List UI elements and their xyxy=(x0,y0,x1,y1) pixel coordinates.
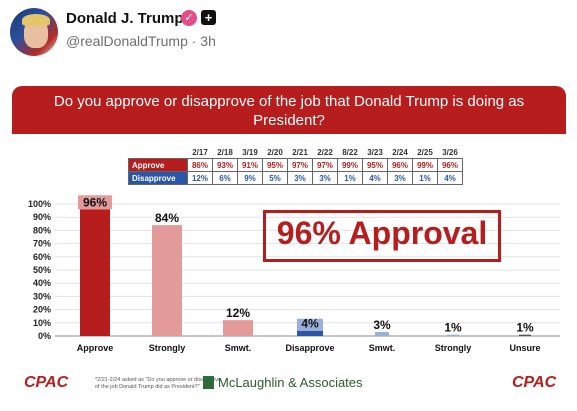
date-header: 2/21 xyxy=(292,147,308,157)
table-cell: 4% xyxy=(362,171,388,185)
table-corner xyxy=(129,146,188,159)
approval-callout-text: 96% Approval xyxy=(276,215,488,251)
cpac-logo-left: CPAC xyxy=(24,374,69,391)
pollster-logo-icon xyxy=(203,376,214,389)
table-cell: 96% xyxy=(437,158,463,172)
post-meta: @realDonaldTrump · 3h xyxy=(66,33,216,49)
x-category-label: Unsure xyxy=(509,343,540,353)
table-cell: 96% xyxy=(387,158,413,172)
post-time: · 3h xyxy=(191,33,216,49)
approval-bar-chart: 0% 10% 20% 30% 40% 50% 60% 70% 80% 90% 100% 96% Appr… xyxy=(28,195,560,353)
y-tick-label: 100% xyxy=(28,199,51,209)
table-cell: 95% xyxy=(262,158,288,172)
table-cell: 9% xyxy=(237,171,263,185)
data-label-bg xyxy=(78,195,112,210)
table-row-approve: Approve 86% 93% 91% 95% 97% 97% 99% 95% … xyxy=(128,158,463,172)
y-tick-label: 60% xyxy=(33,252,51,262)
x-category-label: Strongly xyxy=(435,343,472,353)
y-tick-label: 70% xyxy=(33,239,51,249)
row-label: Approve xyxy=(128,158,188,172)
table-cell: 99% xyxy=(337,158,363,172)
verified-badge-icon: ✓ xyxy=(181,10,197,26)
pollster-name: McLaughlin & Associates xyxy=(218,375,363,390)
x-category-label: Smwt. xyxy=(369,343,396,353)
date-header: 3/23 xyxy=(367,147,383,157)
y-tick-label: 40% xyxy=(33,278,51,288)
date-header: 2/20 xyxy=(267,147,283,157)
x-category-label: Smwt. xyxy=(225,343,252,353)
plus-icon[interactable]: + xyxy=(201,10,216,25)
x-category-label: Strongly xyxy=(149,343,186,353)
table-cell: 93% xyxy=(212,158,238,172)
author-handle[interactable]: @realDonaldTrump xyxy=(66,33,188,49)
avatar-hair xyxy=(22,14,50,26)
data-label: 3% xyxy=(373,318,391,332)
trend-table: 2/17 2/18 3/19 2/20 2/21 2/22 8/22 3/23 … xyxy=(128,146,463,185)
bar xyxy=(519,334,531,336)
date-header: 3/19 xyxy=(242,147,258,157)
table-cell: 99% xyxy=(412,158,438,172)
date-header: 2/17 xyxy=(192,147,208,157)
y-tick-label: 20% xyxy=(33,305,51,315)
date-header: 2/24 xyxy=(392,147,408,157)
table-header-row: 2/17 2/18 3/19 2/20 2/21 2/22 8/22 3/23 … xyxy=(129,146,463,159)
bar xyxy=(223,320,253,336)
y-tick-label: 0% xyxy=(38,331,51,341)
table-cell: 97% xyxy=(287,158,313,172)
table-cell: 97% xyxy=(312,158,338,172)
data-label: 84% xyxy=(155,211,179,225)
table-cell: 86% xyxy=(187,158,213,172)
y-tick-label: 50% xyxy=(33,265,51,275)
table-cell: 91% xyxy=(237,158,263,172)
footnote: *2/21-2/24 asked as "Do you approve or d… xyxy=(95,377,222,390)
bar xyxy=(375,332,389,336)
y-tick-label: 80% xyxy=(33,225,51,235)
table-row-disapprove: Disapprove 12% 6% 9% 5% 3% 3% 1% 4% 3% 1… xyxy=(128,171,463,185)
data-label: 4% xyxy=(301,317,319,331)
data-label-bg xyxy=(297,318,323,331)
x-category-label: Disapprove xyxy=(285,343,334,353)
cpac-logo-right: CPAC xyxy=(512,374,557,391)
date-header: 2/18 xyxy=(217,147,233,157)
date-header: 2/22 xyxy=(317,147,333,157)
approval-callout-box xyxy=(263,210,501,262)
bar xyxy=(447,334,459,336)
post-header: Donald J. Trump ✓ + @realDonaldTrump · 3… xyxy=(0,0,577,78)
bar xyxy=(80,209,110,336)
bar xyxy=(152,225,182,336)
y-tick-label: 10% xyxy=(33,318,51,328)
row-label: Disapprove xyxy=(128,171,188,185)
data-label: 1% xyxy=(516,321,534,335)
x-category-label: Approve xyxy=(77,343,114,353)
date-header: 2/25 xyxy=(417,147,433,157)
table-cell: 12% xyxy=(187,171,213,185)
bar xyxy=(297,330,323,336)
y-tick-label: 30% xyxy=(33,291,51,301)
data-label: 1% xyxy=(444,321,462,335)
date-header: 8/22 xyxy=(342,147,358,157)
data-label: 96% xyxy=(83,195,107,209)
question-text: Do you approve or disapprove of the job … xyxy=(53,93,525,129)
table-cell: 95% xyxy=(362,158,388,172)
date-header: 3/26 xyxy=(442,147,458,157)
data-label: 12% xyxy=(226,306,250,320)
avatar[interactable] xyxy=(10,8,58,56)
y-tick-label: 90% xyxy=(33,212,51,222)
table-cell: 4% xyxy=(437,171,463,185)
question-banner xyxy=(12,86,566,134)
author-name[interactable]: Donald J. Trump xyxy=(66,10,184,27)
